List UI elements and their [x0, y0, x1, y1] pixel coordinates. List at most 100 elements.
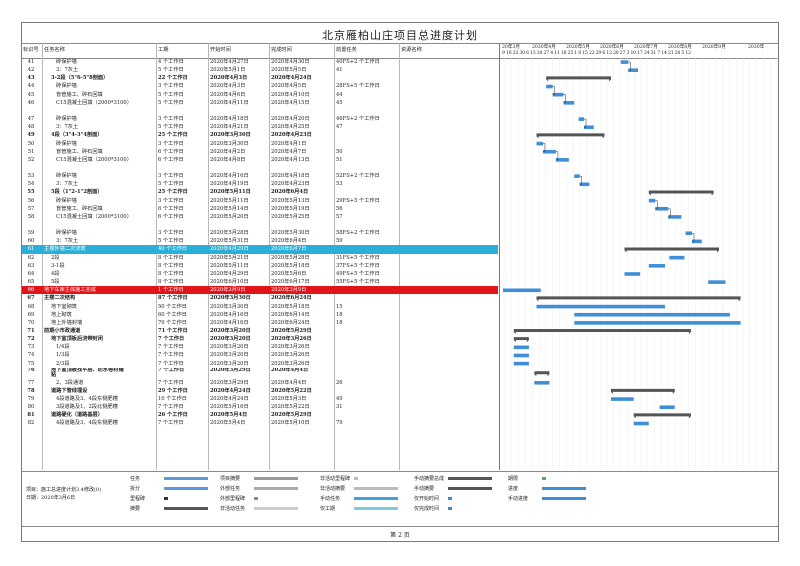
col-header-start[interactable]: 开始时间 — [210, 47, 231, 53]
table-row[interactable]: 51 盲管施工、碎石回填 6 个工作日 2020年4月2日 2020年4月7日 50 — [22, 148, 498, 156]
task-id: 65 — [27, 279, 35, 286]
table-row[interactable]: 56 砖保护墙 3 个工作日 2020年5月11日 2020年5月13日 29FS+5 个… — [22, 197, 498, 205]
gantt-task-bar[interactable] — [555, 158, 569, 162]
gantt-task-bar[interactable] — [668, 215, 682, 219]
table-row[interactable]: 44 砖保护墙 3 个工作日 2020年4月3日 2020年4月5日 28FS+5 个工作… — [22, 82, 498, 90]
gantt-summary-bar[interactable] — [536, 133, 605, 139]
table-row[interactable]: 49 4段（3"4-3"4剖面） 25 个工作日 2020年3月30日 2020年4月2… — [22, 131, 498, 139]
gantt-task-bar[interactable] — [534, 380, 550, 385]
col-header-duration[interactable]: 工期 — [158, 47, 169, 53]
gantt-task-bar[interactable] — [620, 60, 629, 64]
gantt-summary-bar[interactable] — [536, 296, 741, 302]
gantt-task-bar[interactable] — [542, 149, 556, 154]
gantt-task-bar[interactable] — [563, 101, 575, 105]
table-row[interactable]: 60 3：7灰土 5 个工作日 2020年5月31日 2020年6月4日 59 — [22, 237, 498, 245]
gantt-summary-bar[interactable] — [633, 413, 691, 419]
gantt-task-bar[interactable] — [628, 68, 638, 73]
table-row[interactable]: 81 道路硬化（道路基层） 26 个工作日 2020年5月4日 2020年5月29日 — [22, 411, 498, 419]
table-row[interactable]: 74 1/3段 7 个工作日 2020年3月20日 2020年3月26日 — [22, 351, 498, 359]
table-row[interactable]: 69 地上砌筑 60 个工作日 2020年4月16日 2020年6月14日 18 — [22, 311, 498, 319]
gantt-task-bar[interactable] — [513, 361, 529, 366]
gantt-summary-bar[interactable] — [534, 371, 550, 377]
gantt-task-bar[interactable] — [655, 206, 669, 211]
table-row[interactable]: 70 地上外墙封墙 70 个工作日 2020年4月16日 2020年6月24日 18 — [22, 319, 498, 327]
table-row[interactable]: 79 4段道路及3、4段东侧肥槽 10 个工作日 2020年4月24日 2020年5月3… — [22, 395, 498, 403]
gantt-chart-area — [500, 58, 779, 470]
gantt-task-bar[interactable] — [624, 272, 641, 276]
table-row[interactable] — [22, 164, 498, 172]
table-row[interactable]: 52 C15混凝土回填（2000*3100） 6 个工作日 2020年4月8日 2020… — [22, 156, 498, 164]
col-header-id[interactable]: 标识号 — [23, 47, 39, 53]
gantt-task-bar[interactable] — [574, 174, 580, 178]
table-row[interactable]: 43 3-2段（5"6-5"8剖面） 22 个工作日 2020年4月3日 2020年4月… — [22, 74, 498, 82]
legend-label: 仅完成时间 — [414, 506, 440, 512]
col-header-name[interactable]: 任务名称 — [44, 47, 65, 53]
gantt-task-bar[interactable] — [648, 264, 665, 268]
gantt-summary-bar[interactable] — [624, 247, 720, 253]
table-row[interactable]: 77 2、3段通道 7 个工作日 2020年3月29日 2020年4月4日 26 — [22, 379, 498, 387]
table-row[interactable]: 62 2段 8 个工作日 2020年5月21日 2020年5月28日 31FS+5 个工作… — [22, 254, 498, 262]
table-row[interactable]: 54 3：7灰土 5 个工作日 2020年4月19日 2020年4月23日 53 — [22, 180, 498, 188]
table-row[interactable]: 66 地下车库主体施工完成 1 个工作日 2020年3月9日 2020年3月9日 — [22, 286, 498, 295]
table-row[interactable] — [22, 221, 498, 229]
gantt-task-bar[interactable] — [659, 405, 675, 410]
table-row[interactable]: 72 地下室顶板后浇带封闭 7 个工作日 2020年3月20日 2020年3月26日 — [22, 335, 498, 343]
table-row[interactable]: 53 砖保护墙 3 个工作日 2020年4月16日 2020年4月18日 52FS+2 个… — [22, 172, 498, 180]
legend-label: 进度 — [508, 486, 519, 492]
col-header-end[interactable]: 完成时间 — [271, 47, 292, 53]
gantt-task-bar[interactable] — [648, 198, 656, 203]
task-end: 2020年5月5日 — [271, 67, 307, 74]
gantt-summary-bar[interactable] — [546, 76, 611, 82]
gantt-task-bar[interactable] — [584, 125, 594, 130]
gantt-task-bar[interactable] — [692, 239, 702, 244]
table-row[interactable]: 57 盲管施工、碎石回填 6 个工作日 2020年5月14日 2020年5月19日 56 — [22, 205, 498, 213]
table-row[interactable]: 73 1/4段 7 个工作日 2020年3月20日 2020年3月26日 — [22, 343, 498, 351]
gantt-task-bar[interactable] — [536, 141, 543, 146]
table-row[interactable]: 58 C15混凝土回填（2000*3100） 6 个工作日 2020年5月20日 202… — [22, 213, 498, 221]
table-row[interactable]: 41 砖保护墙 4 个工作日 2020年4月27日 2020年4月30日 40FS+2 个… — [22, 58, 498, 66]
table-row[interactable]: 64 4段 8 个工作日 2020年4月29日 2020年5月6日 49FS+5 个工作日 — [22, 270, 498, 278]
gantt-task-bar[interactable] — [546, 84, 553, 89]
table-row[interactable]: 82 4段道路及3、4段东侧肥槽 7 个工作日 2020年5月4日 2020年5月10日… — [22, 419, 498, 427]
gantt-summary-bar[interactable] — [611, 388, 675, 394]
gantt-task-bar[interactable] — [536, 304, 665, 309]
table-row[interactable]: 75 2/3段 7 个工作日 2020年3月20日 2020年3月26日 — [22, 360, 498, 368]
table-row[interactable]: 46 C15混凝土回填（2000*3100） 5 个工作日 2020年4月11日 202… — [22, 99, 498, 107]
gantt-task-bar[interactable] — [579, 182, 590, 187]
table-row[interactable]: 47 砖保护墙 3 个工作日 2020年4月18日 2020年4月20日 46FS+2 个… — [22, 115, 498, 123]
gantt-task-bar[interactable] — [552, 92, 564, 97]
table-row[interactable]: 71 前期小市政通道 71 个工作日 2020年3月20日 2020年5月29日 — [22, 327, 498, 335]
table-row[interactable]: 76 地下室顶板找平层、防水卷材铺贴 7 个工作日 2020年3月29日 2020年4月… — [22, 368, 498, 379]
table-row[interactable]: 50 砖保护墙 3 个工作日 2020年3月30日 2020年4月1日 — [22, 140, 498, 148]
gantt-summary-bar[interactable] — [513, 337, 529, 343]
gantt-task-bar[interactable] — [574, 321, 741, 325]
col-header-predecessor[interactable]: 前置任务 — [336, 47, 357, 53]
gantt-task-bar[interactable] — [578, 117, 584, 121]
table-row[interactable] — [22, 107, 498, 115]
gantt-task-bar[interactable] — [513, 353, 529, 358]
table-row[interactable]: 61 主楼外墙二次浇筑 40 个工作日 2020年4月29日 2020年6月7日 — [22, 245, 498, 254]
gantt-task-bar[interactable] — [633, 421, 649, 426]
gantt-task-bar[interactable] — [611, 397, 634, 401]
gantt-task-bar[interactable] — [574, 312, 730, 317]
table-row[interactable]: 59 砖保护墙 3 个工作日 2020年5月28日 2020年5月30日 58FS+2 个… — [22, 229, 498, 237]
table-row[interactable]: 67 主楼二次结构 87 个工作日 2020年3月30日 2020年6月24日 — [22, 294, 498, 302]
table-row[interactable]: 42 3：7灰土 5 个工作日 2020年5月1日 2020年5月5日 41 — [22, 66, 498, 74]
table-row[interactable]: 45 盲管施工、碎石回填 5 个工作日 2020年4月6日 2020年4月10日 44 — [22, 91, 498, 99]
table-row[interactable]: 68 地下室砌筑 50 个工作日 2020年3月30日 2020年5月18日 15 — [22, 303, 498, 311]
gantt-task-bar[interactable] — [708, 280, 726, 284]
column-divider — [269, 43, 270, 470]
table-row[interactable]: 63 3-1段 8 个工作日 2020年5月11日 2020年5月18日 37FS+5 个… — [22, 262, 498, 270]
gantt-task-bar[interactable] — [669, 255, 685, 260]
gantt-task-bar[interactable] — [503, 288, 541, 293]
gantt-task-bar[interactable] — [513, 345, 529, 350]
table-row[interactable]: 48 3：7灰土 5 个工作日 2020年4月21日 2020年4月25日 47 — [22, 123, 498, 131]
table-row[interactable]: 65 5段 8 个工作日 2020年6月10日 2020年6月17日 55FS+5 个工作… — [22, 278, 498, 286]
gantt-summary-bar[interactable] — [513, 329, 691, 335]
table-row[interactable]: 80 3段道路及1、2段北侧肥槽 7 个工作日 2020年5月16日 2020年5月22… — [22, 403, 498, 411]
table-row[interactable]: 78 道路下管线埋设 29 个工作日 2020年4月24日 2020年5月22日 — [22, 387, 498, 395]
table-row[interactable]: 55 5段（1"2-1"2剖面） 25 个工作日 2020年5月11日 2020年6月4… — [22, 188, 498, 196]
gantt-summary-bar[interactable] — [648, 190, 714, 196]
col-header-resource[interactable]: 资源名称 — [401, 47, 422, 53]
gantt-task-bar[interactable] — [685, 231, 692, 236]
